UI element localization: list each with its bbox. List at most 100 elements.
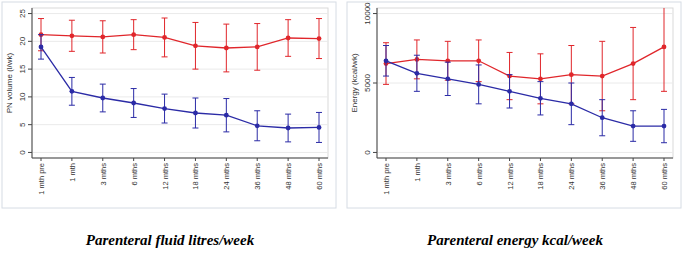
- tick-mark: [28, 124, 32, 125]
- grid-line: [32, 152, 328, 153]
- tick-mark: [373, 83, 377, 84]
- tick-label: 36 mths: [598, 163, 607, 190]
- tick-mark: [71, 158, 72, 161]
- data-point: [69, 89, 74, 94]
- error-bar: [445, 62, 451, 95]
- tick-mark: [319, 158, 320, 161]
- tick-label: 15: [18, 64, 27, 73]
- figure: 0510152025PN volume (l/wk)1 mth pre1 mth…: [0, 0, 685, 262]
- grid-line: [32, 69, 328, 70]
- series-line: [41, 35, 319, 48]
- tick-mark: [28, 13, 32, 14]
- data-point: [131, 32, 136, 37]
- tick-label: 18 mths: [536, 163, 545, 190]
- tick-mark: [28, 41, 32, 42]
- data-point: [662, 124, 667, 129]
- error-bar: [507, 75, 513, 108]
- tick-label: 36 mths: [253, 163, 262, 190]
- data-point: [662, 44, 667, 49]
- error-bar: [383, 43, 389, 85]
- data-point: [476, 82, 481, 87]
- data-group: [383, 8, 667, 143]
- error-bar: [537, 82, 543, 115]
- error-bar: [476, 65, 482, 104]
- tick-label: 25: [18, 9, 27, 18]
- error-bar: [131, 89, 137, 118]
- error-bar: [38, 35, 44, 59]
- data-point: [476, 58, 481, 63]
- error-bar: [630, 111, 636, 142]
- data-point: [631, 124, 636, 129]
- data-point: [569, 72, 574, 77]
- tick-label: 12 mths: [506, 163, 515, 190]
- graph-region: [2, 2, 336, 208]
- error-bar: [316, 112, 322, 142]
- tick-label: 1 mth: [413, 163, 422, 182]
- data-point: [255, 123, 260, 128]
- error-bar: [223, 99, 229, 132]
- data-point: [131, 101, 136, 106]
- tick-mark: [540, 158, 541, 161]
- data-point: [193, 111, 198, 116]
- error-bar: [285, 20, 291, 57]
- tick-mark: [509, 158, 510, 161]
- y-axis: [32, 8, 33, 158]
- error-bar: [192, 98, 198, 128]
- error-bar: [254, 24, 260, 71]
- data-point: [317, 36, 322, 41]
- data-point: [286, 36, 291, 41]
- series-line: [41, 47, 319, 128]
- data-point: [538, 96, 543, 101]
- error-bar: [162, 18, 168, 57]
- plot-area: [32, 8, 328, 158]
- series-line: [386, 61, 664, 126]
- error-bar: [254, 111, 260, 141]
- chart-title: Parenteral fluid litres/week: [86, 232, 255, 248]
- tick-label: 1 mth pre: [37, 163, 46, 195]
- tick-label: 0: [18, 150, 27, 155]
- data-point: [414, 71, 419, 76]
- tick-mark: [102, 158, 103, 161]
- tick-label: 1 mth: [68, 163, 77, 182]
- tick-label: 48 mths: [284, 163, 293, 190]
- chart-title: Parenteral energy kcal/week: [427, 232, 603, 248]
- tick-mark: [386, 158, 387, 161]
- data-point: [600, 74, 605, 79]
- data-point: [193, 43, 198, 48]
- data-point: [600, 115, 605, 120]
- data-point: [224, 113, 229, 118]
- tick-mark: [257, 158, 258, 161]
- error-bar: [537, 54, 543, 104]
- error-bar: [414, 55, 420, 91]
- tick-label: 12 mths: [161, 163, 170, 190]
- error-bar: [568, 83, 574, 125]
- tick-label: 1 mth pre: [382, 163, 391, 195]
- error-bar: [100, 21, 106, 53]
- tick-mark: [164, 158, 165, 161]
- data-point: [445, 76, 450, 81]
- tick-mark: [28, 96, 32, 97]
- tick-mark: [373, 13, 377, 14]
- tick-label: 24 mths: [222, 163, 231, 190]
- chart-panel: 0510152025PN volume (l/wk)1 mth pre1 mth…: [2, 2, 336, 248]
- error-bar: [285, 114, 291, 142]
- data-point: [507, 89, 512, 94]
- graph-region: [347, 2, 681, 208]
- error-bar: [383, 46, 389, 77]
- data-point: [569, 101, 574, 106]
- tick-mark: [195, 158, 196, 161]
- tick-label: 60 mths: [315, 163, 324, 190]
- tick-label: 6 mths: [130, 163, 139, 186]
- tick-label: 5: [18, 122, 27, 127]
- error-bar: [131, 20, 137, 50]
- axis-title: PN volume (l/wk): [5, 52, 14, 113]
- data-point: [39, 44, 44, 49]
- error-bar: [38, 19, 44, 51]
- tick-label: 20: [18, 36, 27, 45]
- axis-title: Energy (kcal/wk): [350, 53, 359, 112]
- error-bar: [69, 20, 75, 51]
- tick-mark: [602, 158, 603, 161]
- data-point: [100, 34, 105, 39]
- series-line: [386, 47, 664, 79]
- tick-mark: [664, 158, 665, 161]
